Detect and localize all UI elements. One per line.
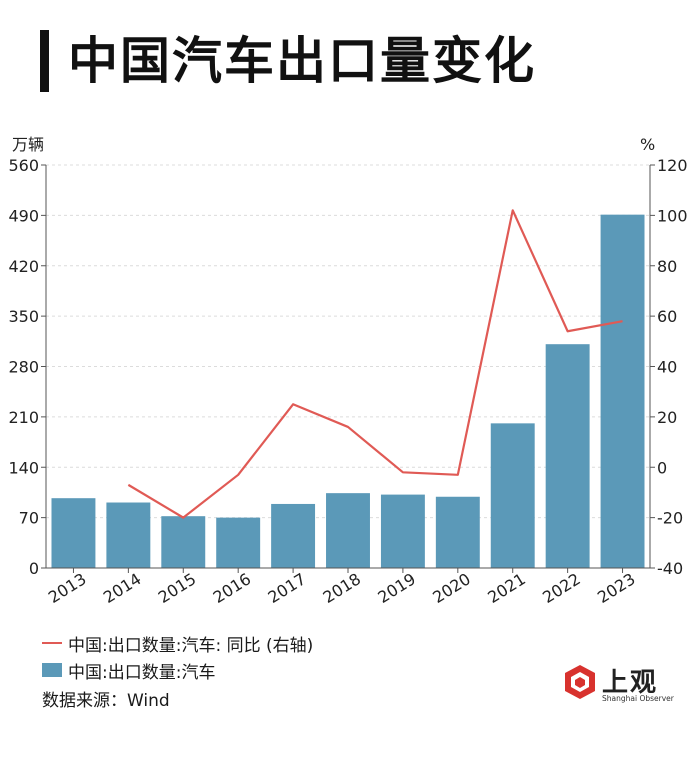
left-tick-label: 560 — [8, 156, 39, 175]
legend-item-line: 中国:出口数量:汽车: 同比 (右轴) — [42, 632, 314, 656]
logo-mark-icon — [565, 665, 595, 699]
chart-title: 中国汽车出口量变化 — [68, 32, 536, 90]
bar — [490, 423, 535, 568]
chart: 0 70 140 210 280 350 420 490 560 -40 -20 0 20 40 60 80 1… — [8, 135, 688, 607]
x-tick-label: 2020 — [429, 569, 474, 607]
left-tick-label: 70 — [19, 509, 39, 528]
x-tick-label: 2014 — [100, 569, 145, 607]
left-tick-label: 490 — [8, 206, 39, 225]
x-tick-label: 2016 — [210, 569, 255, 607]
bar — [51, 498, 96, 568]
right-tick-label: -40 — [657, 559, 683, 578]
bar — [216, 517, 261, 568]
title-accent-bar — [40, 30, 49, 92]
legend-bar-swatch — [42, 663, 62, 677]
x-tick-label: 2021 — [484, 569, 529, 607]
x-tick-label: 2022 — [539, 569, 584, 607]
left-tick-label: 140 — [8, 458, 39, 477]
x-tick-label: 2017 — [265, 569, 310, 607]
bar — [161, 516, 206, 568]
legend-bar-label: 中国:出口数量:汽车 — [68, 662, 216, 683]
shanghai-observer-logo: 上观 Shanghai Observer — [562, 664, 674, 710]
left-tick-label: 0 — [29, 559, 39, 578]
bar — [545, 344, 590, 568]
right-axis-unit: % — [640, 135, 655, 154]
bar — [435, 496, 480, 568]
x-tick-label: 2023 — [594, 569, 639, 607]
yoy-line — [127, 209, 623, 519]
x-tick-label: 2015 — [155, 569, 200, 607]
left-tick-label: 420 — [8, 257, 39, 276]
right-tick-label: 120 — [657, 156, 688, 175]
bar — [326, 493, 370, 568]
logo-subtitle: Shanghai Observer — [602, 694, 674, 703]
bar — [600, 214, 645, 569]
right-tick-label: 100 — [657, 206, 688, 225]
legend-item-bar: 中国:出口数量:汽车 — [42, 659, 216, 683]
x-tick-label: 2018 — [320, 569, 365, 607]
left-axis-unit: 万辆 — [12, 135, 44, 154]
right-tick-label: 0 — [657, 458, 667, 477]
left-tick-label: 350 — [8, 307, 39, 326]
right-tick-label: 80 — [657, 257, 677, 276]
left-tick-label: 210 — [8, 408, 39, 427]
logo-name: 上观 — [602, 668, 659, 698]
bar — [106, 502, 151, 568]
left-tick-label: 280 — [8, 358, 39, 377]
legend-line-label: 中国:出口数量:汽车: 同比 (右轴) — [68, 635, 314, 656]
right-tick-label: 40 — [657, 358, 677, 377]
right-tick-label: 60 — [657, 307, 677, 326]
bar — [380, 494, 425, 568]
right-tick-label: 20 — [657, 408, 677, 427]
data-source: 数据来源：Wind — [42, 691, 170, 711]
x-tick-label: 2013 — [45, 569, 90, 607]
legend-line-swatch — [42, 642, 62, 644]
x-tick-label: 2019 — [374, 569, 419, 607]
right-tick-label: -20 — [657, 509, 683, 528]
bar — [271, 503, 316, 568]
